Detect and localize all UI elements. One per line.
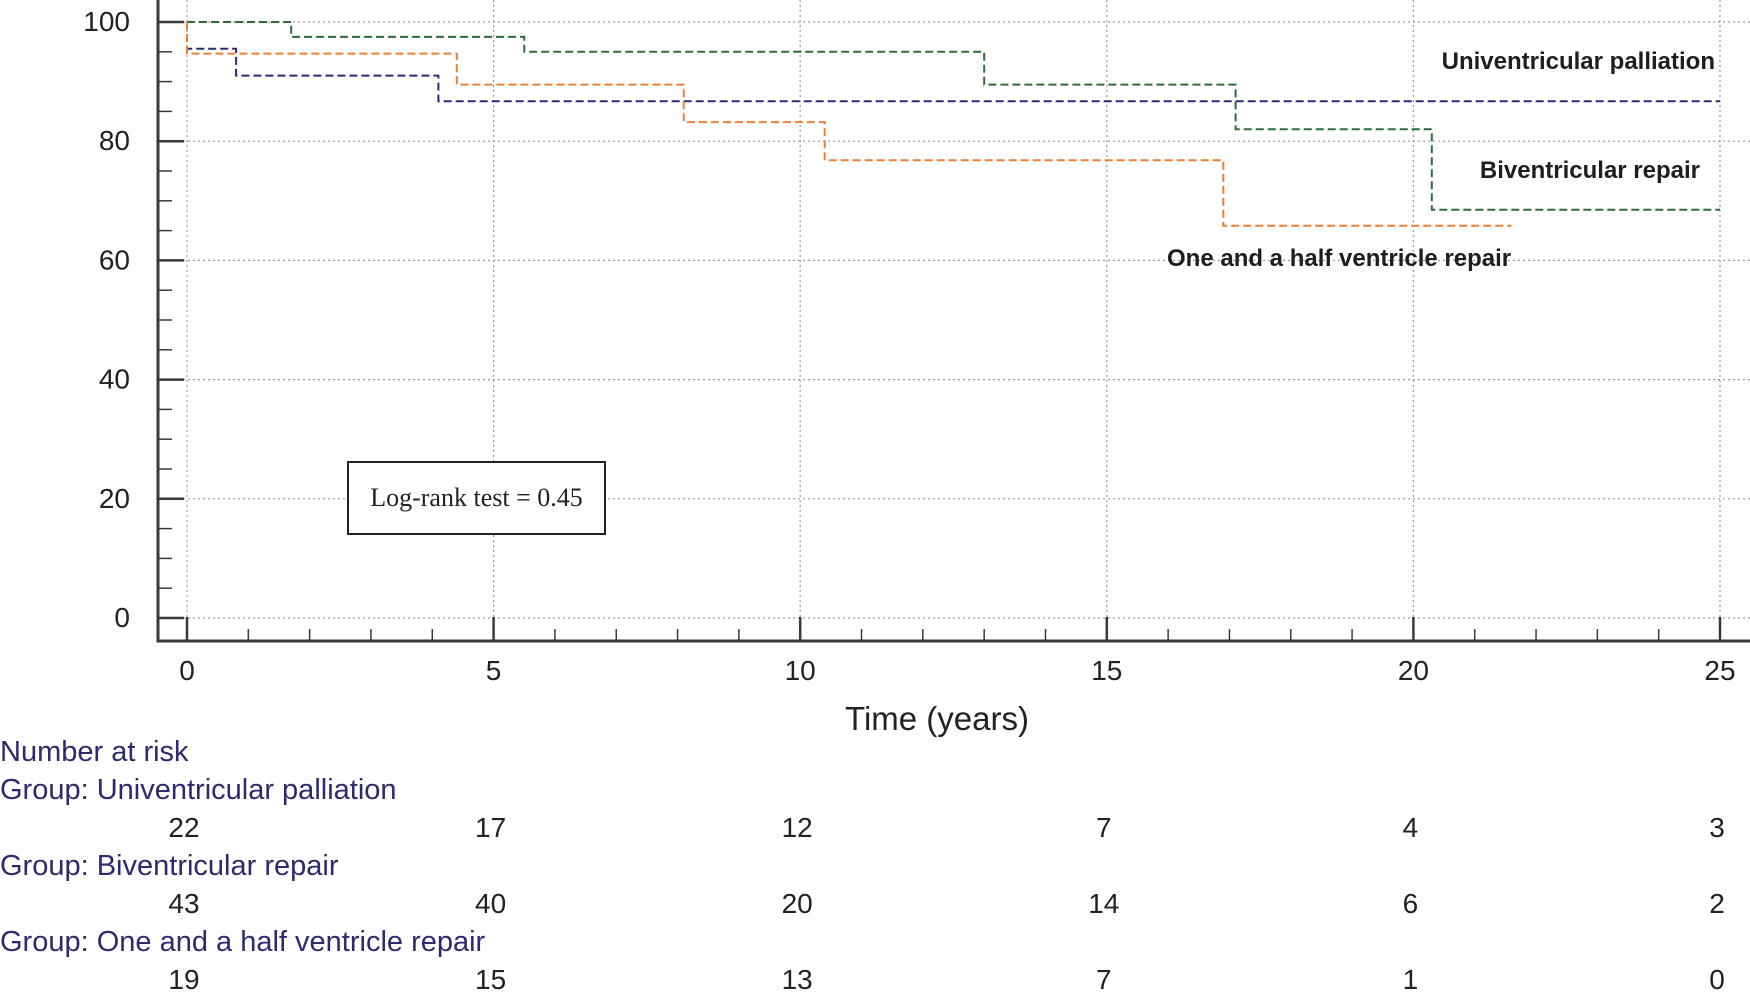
risk-table-value: 22	[168, 812, 199, 843]
series-label-one-and-half-ventricle-repair: One and a half ventricle repair	[1167, 245, 1511, 272]
risk-table-value: 14	[1088, 888, 1119, 919]
x-tick-label: 15	[1091, 655, 1122, 686]
series-label-biventricular-repair: Biventricular repair	[1480, 157, 1700, 184]
annotation-box	[347, 461, 606, 535]
risk-table-value: 15	[475, 964, 506, 995]
risk-table-value: 3	[1709, 812, 1725, 843]
annotation-text: Log-rank test = 0.45	[370, 483, 583, 512]
series-label-univentricular-palliation: Univentricular palliation	[1442, 48, 1715, 75]
risk-table-group-label: Group: One and a half ventricle repair	[0, 926, 486, 958]
x-tick-label: 10	[785, 655, 816, 686]
y-tick-label: 0	[114, 602, 130, 633]
x-axis-title: Time (years)	[845, 700, 1029, 737]
y-tick-label: 40	[99, 364, 130, 395]
x-tick-label: 5	[486, 655, 502, 686]
y-tick-label: 60	[99, 244, 130, 275]
series-line-one-and-half-ventricle-repair	[186, 22, 1512, 227]
risk-table-value: 6	[1403, 888, 1419, 919]
x-tick-label: 20	[1398, 655, 1429, 686]
risk-table-value: 43	[168, 888, 199, 919]
risk-table-group-label: Group: Univentricular palliation	[0, 774, 397, 806]
risk-table-value: 1	[1403, 964, 1419, 995]
risk-table-value: 12	[782, 812, 813, 843]
x-tick-label: 0	[179, 655, 195, 686]
risk-table-value: 7	[1096, 964, 1112, 995]
risk-table-value: 0	[1709, 964, 1725, 995]
risk-table-value: 40	[475, 888, 506, 919]
risk-table-value: 4	[1403, 812, 1419, 843]
y-tick-label: 20	[99, 483, 130, 514]
risk-table-value: 17	[475, 812, 506, 843]
risk-table-value: 20	[782, 888, 813, 919]
series-line-biventricular-repair	[187, 21, 1720, 211]
x-tick-label: 25	[1704, 655, 1735, 686]
risk-table-value: 19	[168, 964, 199, 995]
risk-table-title: Number at risk	[0, 736, 189, 768]
risk-table-value: 2	[1709, 888, 1725, 919]
risk-table-group-label: Group: Biventricular repair	[0, 850, 339, 882]
y-tick-label: 100	[83, 6, 130, 37]
risk-table-value: 13	[782, 964, 813, 995]
y-tick-label: 80	[99, 125, 130, 156]
risk-table-value: 7	[1096, 812, 1112, 843]
